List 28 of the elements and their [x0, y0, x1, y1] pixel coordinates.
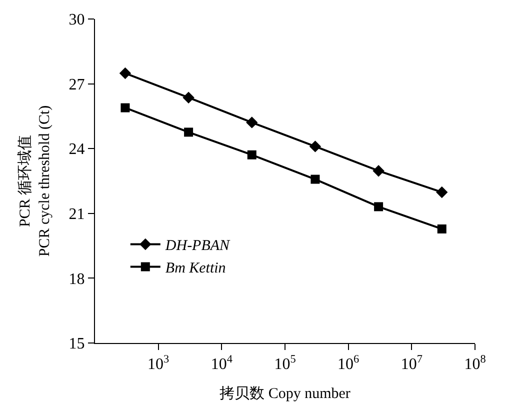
x-tick-label: 10$^{4}$ — [210, 353, 233, 374]
x-axis-title: 拷贝数 Copy number — [220, 385, 350, 402]
y-tick-label: 15 — [68, 336, 85, 353]
x-tick-label: 10$^{3}$ — [148, 353, 170, 374]
point — [120, 103, 130, 112]
x-tick-label: 10$^{8}$ — [464, 353, 486, 374]
x-tick-label: 10$^{5}$ — [274, 353, 296, 374]
point — [436, 186, 448, 198]
x-tick-label: 10$^{6}$ — [338, 353, 360, 374]
legend-label: Bm Kettin — [165, 260, 226, 277]
y-axis-title: PCR 循环域值 PCR cycle threshold (Ct) — [16, 105, 54, 257]
point — [247, 150, 256, 160]
point — [182, 92, 194, 104]
y-tick-label: 24 — [68, 141, 85, 158]
y-tick-label: 30 — [68, 12, 85, 29]
y-tick-label: 18 — [68, 270, 85, 288]
point — [372, 165, 384, 177]
legend-label: DH-PBAN — [164, 238, 231, 254]
point — [437, 224, 446, 234]
x-tick-label: 10$^{7}$ — [400, 353, 423, 374]
y-tick-label: 27 — [68, 76, 85, 94]
point — [309, 140, 322, 152]
point — [184, 128, 194, 137]
y-tick-label: 21 — [68, 206, 85, 223]
point — [119, 67, 132, 80]
point — [310, 174, 320, 184]
point — [246, 116, 258, 128]
point — [374, 202, 384, 212]
